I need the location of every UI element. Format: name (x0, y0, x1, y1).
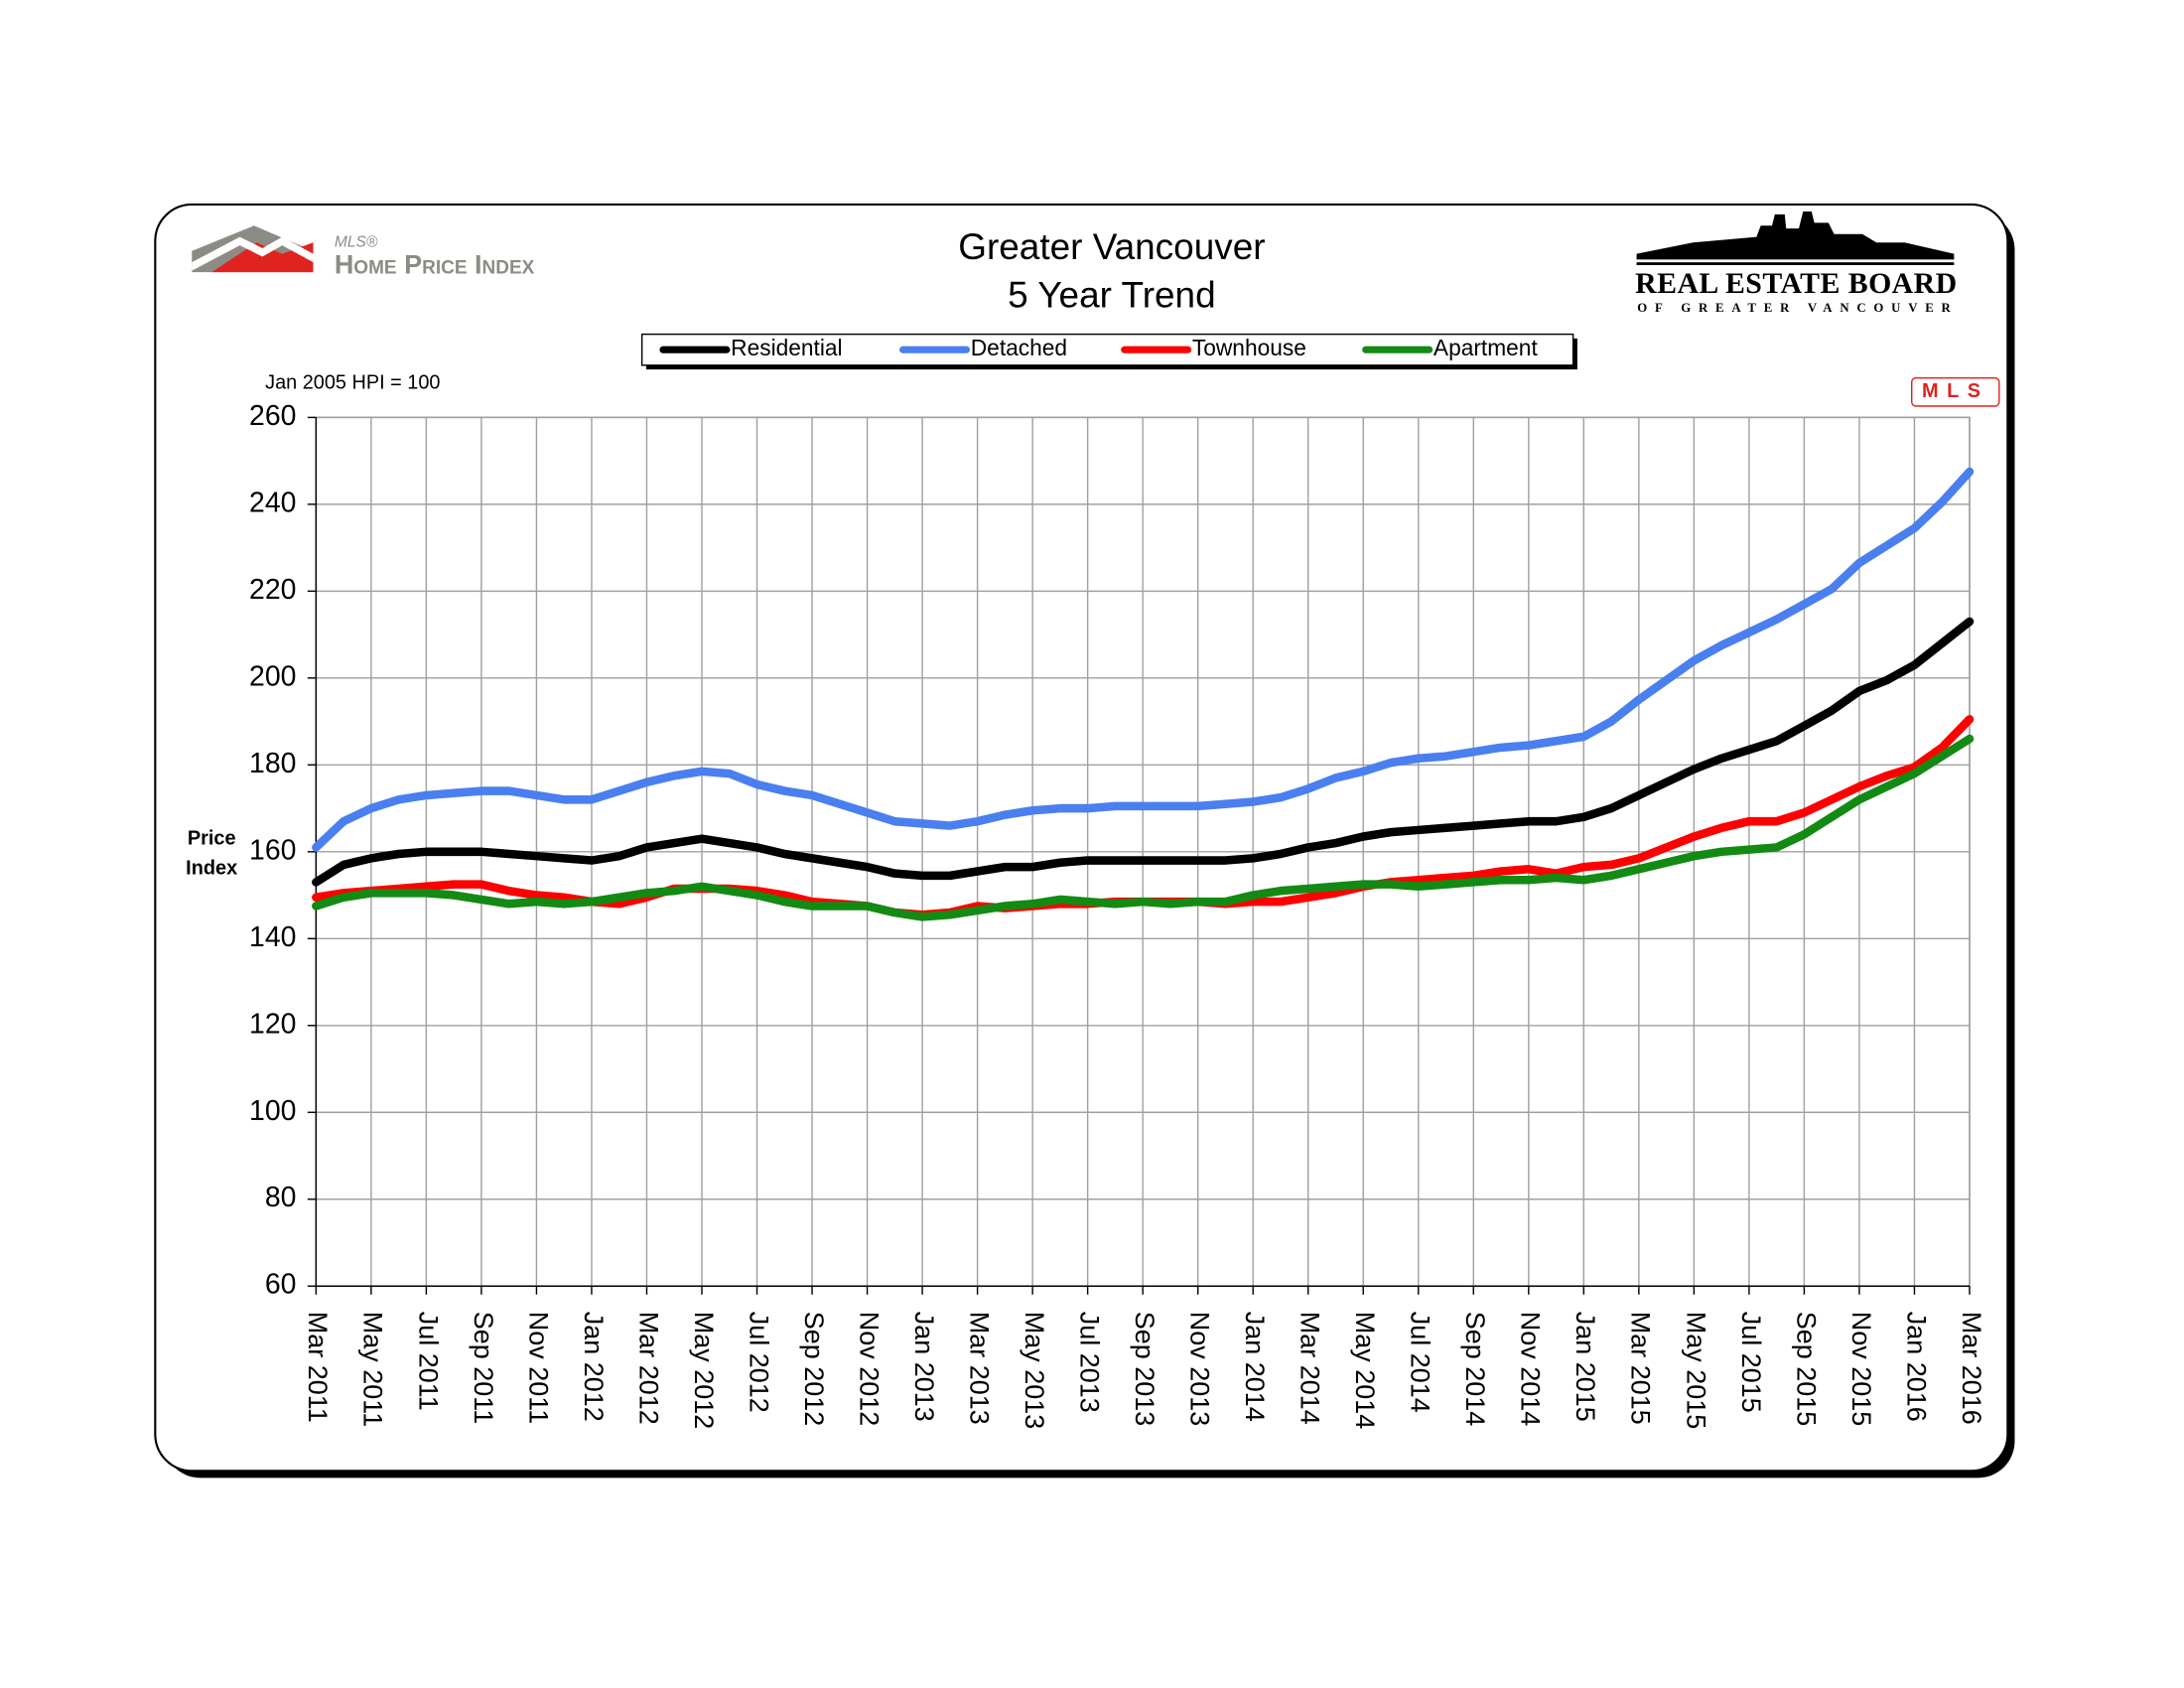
x-tick-label: May 2014 (1350, 1312, 1380, 1429)
x-tick-label: Jan 2013 (909, 1312, 939, 1422)
series-line (312, 467, 1975, 852)
logo-text: MLS® (335, 233, 378, 250)
legend-label: Detached (971, 335, 1067, 360)
x-tick-label: May 2011 (358, 1312, 388, 1427)
y-tick-label: 260 (249, 400, 296, 432)
note: Jan 2005 HPI = 100 (265, 372, 440, 394)
x-tick-label: Jan 2014 (1240, 1312, 1270, 1422)
y-tick-label: 240 (249, 487, 296, 518)
y-axis-label: Price Index (186, 826, 238, 879)
x-tick-label: Nov 2013 (1185, 1312, 1215, 1426)
y-tick-label: 160 (249, 834, 296, 866)
chart-title: Greater Vancouver (958, 226, 1265, 267)
x-tick-label: Jan 2015 (1570, 1312, 1600, 1422)
x-tick-label: Sep 2012 (799, 1312, 829, 1427)
x-tick-label: Jul 2013 (1075, 1312, 1105, 1413)
logo-text: REAL ESTATE BOARD (1635, 267, 1957, 300)
y-label-box: Price Index (186, 826, 238, 879)
x-tick-label: Jan 2016 (1901, 1312, 1931, 1422)
y-tick-label: 120 (249, 1008, 296, 1040)
y-tick-label: 60 (265, 1269, 297, 1301)
y-tick-label: 140 (249, 921, 296, 953)
x-tick-label: Nov 2015 (1846, 1312, 1876, 1426)
x-tick-label: Nov 2011 (523, 1312, 553, 1424)
y-tick-label: 100 (249, 1095, 296, 1127)
hpi-logo: MLS® Home Price Index (192, 225, 535, 280)
x-tick-label: Mar 2012 (633, 1312, 663, 1425)
x-tick-label: Jan 2012 (579, 1312, 609, 1422)
x-tick-label: Jul 2011 (413, 1312, 443, 1411)
legend-label: Townhouse (1192, 335, 1306, 360)
x-tick-label: Sep 2015 (1791, 1312, 1821, 1427)
logo-text: Home Price Index (335, 250, 535, 280)
x-tick-label: Mar 2013 (964, 1312, 994, 1425)
series-line (312, 617, 1975, 887)
x-tick-label: Sep 2014 (1460, 1312, 1490, 1427)
x-tick-label: Mar 2011 (303, 1312, 333, 1423)
x-tick-label: May 2012 (689, 1312, 719, 1429)
logo-text: MLS (1922, 380, 1989, 402)
y-tick-label: 80 (265, 1182, 297, 1213)
x-tick-label: Nov 2014 (1516, 1312, 1546, 1426)
x-tick-label: Mar 2015 (1626, 1312, 1656, 1425)
x-tick-label: Jul 2012 (744, 1312, 773, 1413)
y-tick-label: 180 (249, 748, 296, 779)
x-tick-label: Mar 2016 (1957, 1312, 1986, 1425)
legend-label: Apartment (1433, 335, 1539, 360)
series-line (312, 734, 1975, 921)
y-tick-label: 220 (249, 574, 296, 606)
x-tick-label: Sep 2013 (1130, 1312, 1160, 1427)
x-tick-label: Mar 2014 (1296, 1312, 1325, 1425)
mls-badge (1910, 376, 2000, 407)
x-tick-label: Nov 2012 (854, 1312, 884, 1426)
chart-subtitle: 5 Year Trend (1008, 274, 1215, 315)
x-tick-label: Jul 2015 (1736, 1312, 1766, 1413)
y-tick-label: 200 (249, 660, 296, 692)
x-tick-label: Jul 2014 (1406, 1312, 1435, 1413)
x-tick-label: May 2015 (1681, 1312, 1710, 1429)
x-tick-label: Sep 2011 (469, 1312, 498, 1425)
legend (640, 333, 1574, 366)
legend-label: Residential (731, 335, 842, 360)
x-tick-label: May 2013 (1020, 1312, 1049, 1429)
